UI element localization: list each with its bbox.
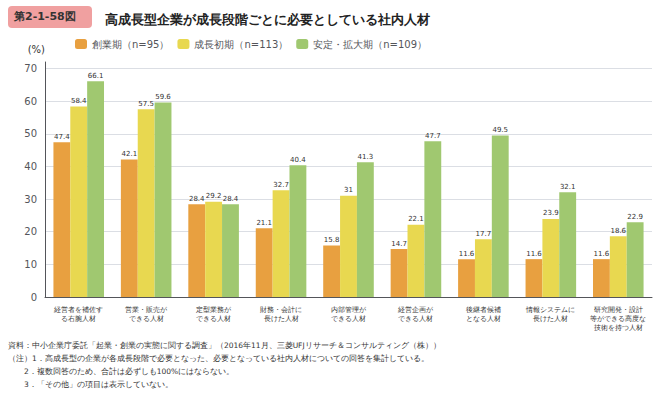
svg-text:70: 70 — [24, 63, 37, 74]
svg-text:29.2: 29.2 — [206, 192, 222, 200]
svg-text:る右腕人材: る右腕人材 — [61, 315, 96, 323]
svg-text:後継者候補: 後継者候補 — [466, 306, 501, 314]
svg-text:15.8: 15.8 — [324, 236, 340, 244]
svg-text:長けた人材: 長けた人材 — [264, 315, 299, 323]
svg-text:10: 10 — [24, 259, 37, 270]
svg-text:営業・販売が: 営業・販売が — [125, 306, 168, 314]
svg-text:（注）1．高成長型の企業が各成長段階で必要となった、必要とな: （注）1．高成長型の企業が各成長段階で必要となった、必要となっている社内人材につ… — [8, 354, 429, 363]
svg-text:研究開発・設計: 研究開発・設計 — [594, 306, 643, 314]
svg-text:情報システムに: 情報システムに — [525, 306, 575, 314]
svg-text:47.4: 47.4 — [54, 133, 70, 141]
svg-text:できる人材: できる人材 — [129, 315, 164, 323]
svg-text:高成長型企業が成長段階ごとに必要としている社内人材: 高成長型企業が成長段階ごとに必要としている社内人材 — [105, 12, 430, 27]
svg-text:21.1: 21.1 — [256, 219, 272, 227]
svg-text:できる人材: できる人材 — [331, 315, 366, 323]
svg-text:28.4: 28.4 — [223, 195, 239, 203]
svg-text:資料：中小企業庁委託「起業・創業の実態に関する調査」（201: 資料：中小企業庁委託「起業・創業の実態に関する調査」（2016年11月、三菱UF… — [8, 341, 441, 350]
svg-text:できる人材: できる人材 — [196, 315, 231, 323]
svg-text:安定・拡大期（n=109）: 安定・拡大期（n=109） — [313, 39, 427, 50]
svg-text:32.1: 32.1 — [560, 183, 576, 191]
svg-text:内部管理が: 内部管理が — [331, 306, 367, 314]
svg-text:30: 30 — [24, 194, 37, 205]
svg-text:できる人材: できる人材 — [398, 315, 433, 323]
svg-text:22.1: 22.1 — [408, 215, 424, 223]
svg-text:23.9: 23.9 — [543, 209, 559, 217]
svg-text:40: 40 — [24, 161, 37, 172]
svg-text:41.3: 41.3 — [358, 153, 374, 161]
svg-text:定型業務が: 定型業務が — [196, 306, 232, 314]
svg-text:28.4: 28.4 — [189, 195, 205, 203]
svg-text:31: 31 — [344, 186, 353, 194]
svg-text:3．「その他」の項目は表示していない。: 3．「その他」の項目は表示していない。 — [8, 380, 173, 389]
svg-text:60: 60 — [24, 96, 37, 107]
svg-text:57.5: 57.5 — [138, 100, 154, 108]
svg-text:(%): (%) — [28, 44, 45, 55]
svg-text:50: 50 — [24, 128, 37, 139]
svg-text:技術を持つ人材: 技術を持つ人材 — [593, 324, 643, 332]
svg-text:49.5: 49.5 — [492, 126, 508, 134]
svg-text:22.9: 22.9 — [627, 213, 643, 221]
svg-text:32.7: 32.7 — [273, 181, 289, 189]
svg-text:11.6: 11.6 — [526, 250, 542, 258]
svg-text:42.1: 42.1 — [122, 150, 138, 158]
svg-text:18.6: 18.6 — [610, 227, 626, 235]
svg-text:経営者を補佐す: 経営者を補佐す — [53, 306, 103, 314]
svg-text:2．複数回答のため、合計は必ずしも100%にはならない。: 2．複数回答のため、合計は必ずしも100%にはならない。 — [8, 367, 234, 376]
svg-text:14.7: 14.7 — [391, 240, 407, 248]
svg-text:66.1: 66.1 — [88, 72, 104, 80]
svg-text:59.6: 59.6 — [155, 93, 171, 101]
svg-text:成長初期（n=113）: 成長初期（n=113） — [194, 39, 288, 50]
svg-text:0: 0 — [31, 292, 37, 303]
svg-text:創業期（n=95）: 創業期（n=95） — [92, 39, 169, 50]
svg-text:11.6: 11.6 — [594, 250, 610, 258]
svg-text:20: 20 — [24, 226, 37, 237]
svg-text:11.6: 11.6 — [459, 250, 475, 258]
svg-text:17.7: 17.7 — [476, 230, 492, 238]
svg-text:となる人材: となる人材 — [466, 315, 501, 323]
svg-text:経営企画が: 経営企画が — [397, 306, 434, 314]
svg-text:財務・会計に: 財務・会計に — [260, 306, 302, 314]
svg-text:58.4: 58.4 — [71, 97, 87, 105]
svg-text:等ができる高度な: 等ができる高度な — [590, 315, 646, 323]
svg-text:長けた人材: 長けた人材 — [533, 315, 568, 323]
svg-text:40.4: 40.4 — [290, 156, 306, 164]
svg-text:47.7: 47.7 — [425, 132, 441, 140]
svg-text:第2-1-58図: 第2-1-58図 — [13, 10, 76, 23]
